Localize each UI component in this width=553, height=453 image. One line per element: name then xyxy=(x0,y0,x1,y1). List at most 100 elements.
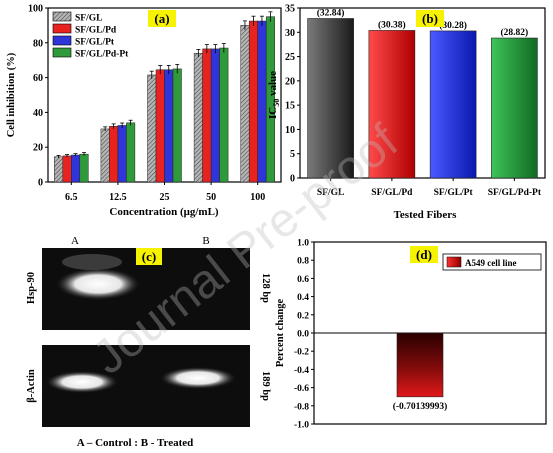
panel-a-bar xyxy=(62,155,72,183)
panel-b-x-tick-label: SF/GL xyxy=(317,188,344,198)
panel-d-y-tick-label: -0.2 xyxy=(294,348,309,358)
panel-a-x-ticks: 6.5 12.5 25 50 100 xyxy=(65,182,265,203)
panel-a-bar xyxy=(54,156,64,183)
panel-d-bar xyxy=(396,332,444,398)
panel-a-x-tick-label: 6.5 xyxy=(65,192,78,203)
panel-a-bar xyxy=(126,122,136,183)
panel-b-value-label: (30.28) xyxy=(439,20,467,31)
gel-hsp90-band-a xyxy=(56,268,140,300)
panel-b-y-ticks: 0 5 10 15 20 25 30 35 xyxy=(285,4,300,185)
panel-a-y-tick-label: 100 xyxy=(28,4,43,15)
panel-a-bar xyxy=(109,126,119,183)
panel-d-bars: (-0.70139993) xyxy=(393,332,448,412)
panel-d-label-box xyxy=(410,246,438,263)
panel-a-x-tick-label: 25 xyxy=(160,192,170,203)
panel-d-legend-box xyxy=(442,253,542,271)
gel-caption: A – Control : B - Treated xyxy=(77,437,194,449)
panel-a-bar xyxy=(79,153,89,183)
panel-a-x-axis-label: Concentration (μg/mL) xyxy=(109,206,219,218)
panel-d-y-tick-label: 1.0 xyxy=(297,239,309,249)
panel-b-value-label: (28.82) xyxy=(501,27,529,38)
panel-a-x-tick-label: 50 xyxy=(206,192,216,203)
panel-a-bar xyxy=(155,69,165,183)
panel-b-value-label: (30.38) xyxy=(378,19,406,30)
panel-a-bar xyxy=(240,25,250,183)
panel-b-bar xyxy=(368,30,416,179)
panel-d-y-tick-label: 0.8 xyxy=(297,257,309,267)
panel-b-value-label: (32.84) xyxy=(317,7,345,18)
panel-a-bar xyxy=(71,154,81,183)
panel-b-x-tick-label: SF/GL/Pd-Pt xyxy=(488,188,542,198)
panel-b-chart: (32.84) (30.38) (30.28) (28.82) 0 5 10 15 20 25 3… xyxy=(267,4,546,221)
panel-b-y-tick-label: 0 xyxy=(290,174,295,185)
panel-a-label-box xyxy=(148,10,176,27)
gel-row1-label: Hsp-90 xyxy=(26,272,37,304)
panel-b-y-tick-label: 35 xyxy=(285,4,295,15)
panel-c-label-box xyxy=(136,248,162,265)
panel-a-bar xyxy=(164,69,174,183)
gel-row2-size: 189 bp xyxy=(260,371,271,401)
panel-d-y-tick-label: -1.0 xyxy=(294,421,309,431)
panel-b-bar xyxy=(429,30,477,179)
panel-a-bar xyxy=(193,52,203,183)
gel-actin-band-b xyxy=(160,367,236,389)
gel-lane-a-label: A xyxy=(71,235,79,247)
panel-b-bars: (32.84) (30.38) (30.28) (28.82) xyxy=(307,7,538,179)
panel-d-y-tick-label: 0.4 xyxy=(297,293,309,303)
panel-b-plot-frame xyxy=(299,7,546,179)
panel-a-panel-label: (a) xyxy=(154,11,169,26)
panel-c-gel-image: A B Hsp-90 β-Actin 128 bp 189 bp (c) A –… xyxy=(26,235,271,449)
panel-b-x-ticks: SF/GL SF/GL/Pd SF/GL/Pt SF/GL/Pd-Pt xyxy=(317,178,542,198)
panel-d-y-tick-label: -0.4 xyxy=(294,366,309,376)
gel-row1-size: 128 bp xyxy=(260,273,271,303)
gel-lane-b-label: B xyxy=(202,235,209,247)
panel-b-y-tick-label: 30 xyxy=(285,28,295,39)
gel-actin-band-a xyxy=(46,371,118,393)
panel-a-legend-label: SF/GL/Pt xyxy=(75,38,115,48)
panel-a-bar xyxy=(117,125,127,183)
panel-a-x-tick-label: 12.5 xyxy=(109,192,127,203)
panel-d-legend-swatch xyxy=(446,256,462,268)
panel-b-x-tick-label: SF/GL/Pt xyxy=(434,188,474,198)
panel-a-y-tick-label: 20 xyxy=(33,143,43,154)
panel-d-chart: (-0.70139993) 1.0 0.8 0.6 0.4 0.2 0.0 -0.2 -0.4… xyxy=(275,239,547,431)
panel-d-y-ticks: 1.0 0.8 0.6 0.4 0.2 0.0 -0.2 -0.4 -0.6 -0.8 -1.0 xyxy=(294,239,314,431)
panel-b-x-axis-label: Tested Fibers xyxy=(394,209,458,221)
panel-b-y-tick-label: 25 xyxy=(285,52,295,63)
panel-a-bar xyxy=(210,48,220,183)
panel-b-x-tick-label: SF/GL/Pd xyxy=(371,188,413,198)
panel-a-y-axis-label: Cell inhibition (%) xyxy=(6,52,17,137)
panel-a-x-tick-label: 100 xyxy=(250,192,265,203)
panel-a-y-tick-label: 80 xyxy=(33,38,43,49)
panel-b-panel-label: (b) xyxy=(422,11,438,26)
panel-a-legend-swatch xyxy=(52,35,72,46)
panel-d-y-axis-label: Percent change xyxy=(275,298,286,367)
panel-b-y-tick-label: 10 xyxy=(285,125,295,136)
panel-a-legend-label: SF/GL/Pd xyxy=(75,26,117,36)
panel-a-legend-label: SF/GL/Pd-Pt xyxy=(75,50,129,60)
panel-b-bar xyxy=(491,37,538,179)
panel-a-bars xyxy=(54,11,275,183)
panel-a-bar xyxy=(147,74,157,183)
panel-a-bar xyxy=(257,20,267,183)
panel-a-bar xyxy=(172,68,182,183)
panel-a-legend-swatch xyxy=(52,11,72,22)
panel-d-legend-label: A549 cell line xyxy=(465,258,517,268)
panel-a-legend-swatch xyxy=(52,47,72,58)
panel-a-legend-swatch xyxy=(52,23,72,34)
panel-b-y-axis-label: IC50 value xyxy=(267,71,281,119)
panel-a-chart: 0 20 40 60 80 100 6.5 12.5 25 50 100 Concentratio… xyxy=(6,4,282,218)
panel-d-y-tick-label: 0.6 xyxy=(297,275,309,285)
panel-a-y-ticks: 0 20 40 60 80 100 xyxy=(28,4,48,189)
panel-d-y-tick-label: 0.2 xyxy=(297,311,309,321)
panel-a-bar xyxy=(219,47,229,183)
panel-b-label-box xyxy=(416,10,444,27)
panel-a-y-tick-label: 40 xyxy=(33,108,43,119)
panel-a-legend-label: SF/GL xyxy=(75,14,102,24)
panel-a-y-tick-label: 60 xyxy=(33,73,43,84)
panel-d-value-label: (-0.70139993) xyxy=(393,401,448,412)
panel-a-legend: SF/GL SF/GL/Pd SF/GL/Pt SF/GL/Pd-Pt xyxy=(52,11,129,60)
panel-b-y-tick-label: 15 xyxy=(285,101,295,112)
panel-d-y-tick-label: -0.6 xyxy=(294,384,309,394)
